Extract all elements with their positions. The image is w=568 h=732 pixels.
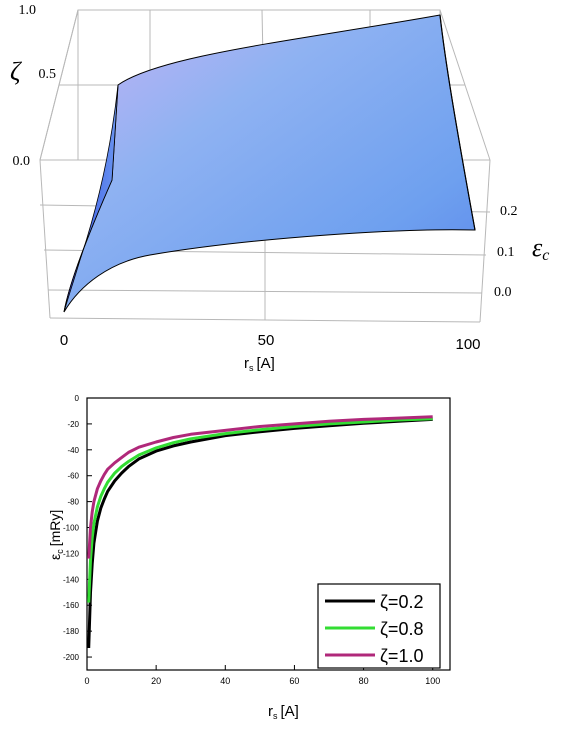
x-tick-label: 60	[289, 676, 299, 686]
grid-line	[39, 159, 51, 319]
y-tick-label: -20	[67, 420, 79, 429]
x-tick-label: 80	[359, 676, 369, 686]
x-axis-label-sub: s	[273, 711, 278, 721]
y-tick-label: -40	[67, 446, 79, 455]
x-axis-label: rs [A]	[244, 355, 275, 373]
y-tick-label: -100	[63, 524, 80, 533]
line-plot: 0 -20 -40 -60 -80 -100 -120 -140 -160 -180 -200 0 2…	[47, 394, 451, 721]
series-line-1	[87, 417, 433, 603]
y-tick-label: -160	[63, 601, 80, 610]
x-tick-label: 100	[455, 336, 480, 353]
eps-axis: 0.2 0.1 0.0 εc	[494, 204, 549, 300]
legend-label: ζ=0.8	[380, 619, 423, 639]
eps-axis-label-main: ε	[532, 233, 543, 262]
y-axis-label-unit: [mRy]	[47, 510, 63, 547]
y-tick-label: -140	[63, 575, 80, 584]
x-axis-label-sub: s	[249, 363, 254, 373]
surface-plot-3d: 1.0 0.5 0.0 ζ 0.2 0.1 0.0 εc 0 50 100 rs…	[10, 3, 549, 373]
legend-label: ζ=0.2	[380, 592, 423, 612]
grid-line	[39, 9, 79, 161]
eps-tick-label: 0.2	[500, 204, 518, 219]
zeta-tick-label: 0.5	[39, 67, 57, 82]
x-axis-label-unit: [A]	[257, 355, 275, 372]
x-axis-label-main: r	[268, 703, 273, 720]
eps-axis-label: εc	[532, 233, 549, 264]
x-tick-label: 40	[220, 676, 230, 686]
y-axis-label-main: ε	[47, 554, 63, 560]
series-lines	[87, 415, 433, 649]
y-tick-label: -60	[67, 472, 79, 481]
x-axis-label-unit: [A]	[281, 703, 299, 720]
surface-left-edge	[63, 84, 119, 313]
x-tick-label: 50	[258, 332, 275, 349]
surface	[63, 14, 476, 313]
x-tick-label: 0	[60, 332, 68, 349]
surface-right-edge	[439, 14, 476, 231]
x-tick-label: 100	[425, 676, 440, 686]
y-tick-label: -120	[63, 549, 80, 558]
eps-tick-label: 0.0	[494, 285, 512, 300]
zeta-axis: 1.0 0.5 0.0 ζ	[10, 3, 56, 169]
zeta-axis-label: ζ	[10, 57, 22, 86]
x-axis-3d: 0 50 100 rs [A]	[60, 332, 481, 373]
y-tick-label: 0	[75, 394, 80, 403]
y-axis-label: εc [mRy]	[47, 510, 65, 560]
legend: ζ=0.2 ζ=0.8 ζ=1.0	[317, 583, 441, 669]
surface-face	[63, 14, 476, 313]
y-tick-label: -80	[67, 498, 79, 507]
grid-line	[47, 289, 483, 294]
y-tick-label: -200	[63, 653, 80, 662]
y-axis: 0 -20 -40 -60 -80 -100 -120 -140 -160 -180 -200	[63, 394, 92, 662]
zeta-tick-label: 1.0	[19, 3, 37, 18]
series-line-2	[87, 415, 433, 559]
y-tick-label: -180	[63, 627, 80, 636]
legend-label: ζ=1.0	[380, 646, 423, 666]
x-axis-label: rs [A]	[268, 703, 299, 721]
series-line-0	[87, 417, 433, 649]
zeta-tick-label: 0.0	[13, 154, 31, 169]
eps-tick-label: 0.1	[497, 245, 515, 260]
x-tick-label: 20	[151, 676, 161, 686]
x-axis-label-main: r	[244, 355, 249, 372]
eps-axis-label-sub: c	[542, 247, 549, 264]
y-axis-label-sub: c	[55, 549, 65, 554]
grid-line	[479, 159, 491, 323]
x-tick-label: 0	[84, 676, 89, 686]
